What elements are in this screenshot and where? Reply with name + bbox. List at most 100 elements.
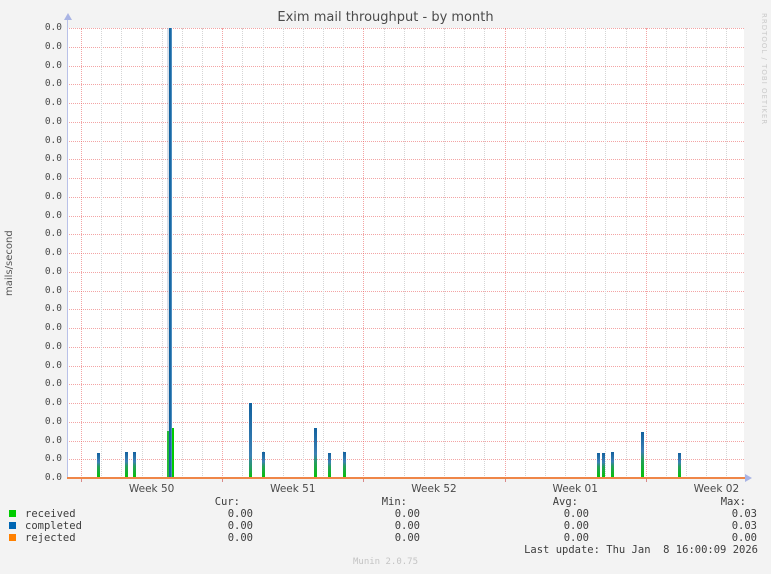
legend-min-rejected: 0.00	[394, 532, 420, 544]
gridline-horizontal	[67, 46, 744, 48]
legend-min-completed: 0.00	[394, 520, 420, 532]
gridline-day	[665, 28, 667, 478]
data-spike	[342, 451, 346, 478]
legend-max-completed: 0.03	[731, 520, 757, 532]
gridline-horizontal	[67, 84, 744, 86]
y-tick-label: 0.0	[44, 190, 62, 202]
y-tick-label: 0.0	[44, 303, 62, 315]
legend-avg-rejected: 0.00	[563, 532, 589, 544]
y-tick-label: 0.0	[44, 59, 62, 71]
y-tick-label: 0.0	[44, 134, 62, 146]
gridline-horizontal	[67, 309, 744, 311]
data-spike	[248, 402, 252, 478]
legend-avg-completed: 0.00	[563, 520, 589, 532]
gridline-day	[202, 28, 204, 478]
legend-cur-completed: 0.00	[227, 520, 253, 532]
y-axis-label: mails/second	[4, 230, 15, 296]
gridline-day	[484, 28, 486, 478]
y-tick-label: 0.0	[44, 40, 62, 52]
x-axis-arrow-icon	[745, 474, 752, 482]
x-axis-zero-line	[67, 477, 745, 479]
legend-max-rejected: 0.00	[731, 532, 757, 544]
y-tick-label: 0.0	[44, 115, 62, 127]
legend-cur-received: 0.00	[227, 508, 253, 520]
y-tick-label: 0.0	[44, 284, 62, 296]
gridline-horizontal	[67, 384, 744, 386]
gridline-horizontal	[67, 196, 744, 198]
plot-area	[67, 28, 744, 479]
x-axis-tick	[504, 478, 506, 482]
gridline-horizontal	[67, 346, 744, 348]
y-tick-label: 0.0	[44, 378, 62, 390]
legend-avg-received: 0.00	[563, 508, 589, 520]
y-tick-label: 0.0	[44, 322, 62, 333]
legend-header-max: Max:	[720, 496, 746, 508]
munin-version: Munin 2.0.75	[352, 557, 419, 567]
gridline-horizontal	[67, 234, 744, 236]
data-spike	[601, 453, 605, 478]
gridline-day	[403, 28, 405, 478]
y-tick-label: 0.0	[44, 247, 62, 258]
data-spike	[640, 431, 644, 478]
data-spike	[327, 452, 331, 478]
chart-title: Exim mail throughput - by month	[277, 10, 494, 25]
gridline-day	[726, 28, 728, 478]
y-tick-label: 0.0	[44, 434, 62, 446]
gridline-day	[706, 28, 708, 478]
x-axis-tick	[645, 478, 647, 482]
gridline-horizontal	[67, 253, 744, 254]
gridline-day	[605, 28, 607, 478]
data-spike	[96, 452, 100, 478]
data-spike	[313, 428, 317, 478]
gridline-horizontal	[67, 178, 744, 179]
gridline-day	[161, 28, 163, 478]
gridline-day	[323, 28, 325, 478]
legend-label-rejected: rejected	[25, 532, 76, 544]
gridline-horizontal	[67, 365, 744, 367]
gridline-day	[121, 28, 123, 478]
gridline-week	[363, 28, 365, 478]
y-tick-label: 0.0	[44, 265, 62, 277]
x-axis-tick	[81, 478, 82, 482]
y-tick-label: 0.0	[44, 78, 62, 90]
legend-header-avg: Avg:	[552, 496, 578, 508]
gridline-day	[444, 28, 446, 478]
legend-cur-rejected: 0.00	[227, 532, 253, 544]
x-tick-label: Week 02	[693, 483, 740, 495]
legend-swatch-rejected	[9, 534, 16, 541]
x-axis-tick	[222, 478, 224, 482]
gridline-day	[262, 28, 264, 478]
y-tick-label: 0.0	[44, 172, 62, 183]
gridline-day	[524, 28, 526, 478]
gridline-horizontal	[67, 121, 744, 123]
gridline-horizontal	[67, 159, 744, 161]
y-tick-label: 0.0	[44, 97, 62, 108]
gridline-horizontal	[67, 328, 744, 329]
x-tick-label: Week 01	[552, 483, 598, 495]
data-spike	[677, 453, 681, 478]
gridline-horizontal	[67, 290, 744, 292]
legend-label-completed: completed	[25, 520, 82, 532]
gridline-horizontal	[67, 28, 744, 29]
received-area-base	[170, 427, 174, 478]
gridline-week	[645, 28, 647, 478]
gridline-horizontal	[67, 271, 744, 273]
x-axis-tick	[363, 478, 365, 482]
data-spike	[597, 453, 600, 478]
gridline-week	[504, 28, 506, 478]
last-update-text: Last update: Thu Jan 8 16:00:09 2026	[524, 544, 758, 556]
y-tick-label: 0.0	[44, 22, 62, 33]
legend-label-received: received	[25, 508, 76, 520]
gridline-week	[222, 28, 224, 478]
data-spike	[133, 452, 136, 478]
gridline-horizontal	[67, 440, 744, 442]
legend-header-min: Min:	[381, 496, 407, 508]
gridline-day	[101, 28, 103, 478]
gridline-horizontal	[67, 459, 744, 461]
gridline-week	[81, 28, 82, 478]
gridline-day	[383, 28, 385, 478]
y-axis-line	[67, 20, 68, 478]
gridline-day	[282, 28, 284, 478]
y-tick-label: 0.0	[44, 397, 62, 408]
y-tick-label: 0.0	[44, 415, 62, 427]
